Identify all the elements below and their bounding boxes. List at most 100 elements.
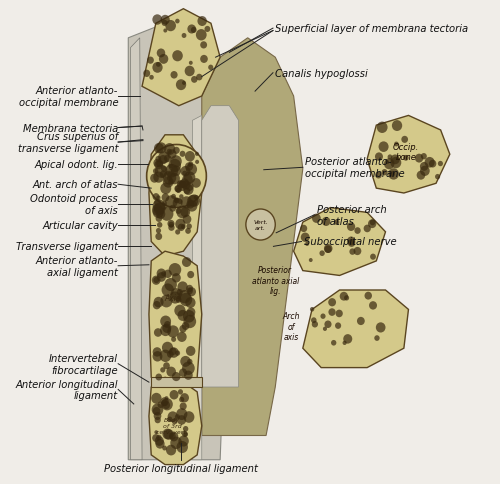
Circle shape xyxy=(334,220,340,226)
Circle shape xyxy=(154,437,164,446)
Circle shape xyxy=(154,277,159,284)
Circle shape xyxy=(168,225,174,231)
Circle shape xyxy=(175,186,182,193)
Circle shape xyxy=(331,340,336,346)
Text: Body
of 3rd
cerv. vert.: Body of 3rd cerv. vert. xyxy=(156,418,188,434)
Text: Axis: Axis xyxy=(164,293,180,302)
Circle shape xyxy=(310,307,314,312)
Circle shape xyxy=(390,155,400,165)
Circle shape xyxy=(350,249,356,256)
Circle shape xyxy=(152,434,160,442)
Circle shape xyxy=(156,374,162,381)
Circle shape xyxy=(156,439,164,449)
Circle shape xyxy=(364,225,371,233)
Circle shape xyxy=(163,363,170,369)
Circle shape xyxy=(186,285,193,292)
Polygon shape xyxy=(149,252,202,392)
Circle shape xyxy=(370,254,376,260)
Circle shape xyxy=(164,270,172,278)
Circle shape xyxy=(170,432,178,441)
Circle shape xyxy=(152,207,164,219)
Circle shape xyxy=(164,396,168,400)
Circle shape xyxy=(180,403,186,410)
Circle shape xyxy=(186,346,196,356)
Circle shape xyxy=(160,316,171,327)
Circle shape xyxy=(160,171,167,179)
Circle shape xyxy=(178,290,191,303)
Circle shape xyxy=(160,397,169,406)
Circle shape xyxy=(328,309,336,316)
Circle shape xyxy=(158,152,170,164)
Circle shape xyxy=(152,200,165,213)
Text: Occip.
bone: Occip. bone xyxy=(393,143,419,162)
Circle shape xyxy=(170,292,181,304)
Circle shape xyxy=(184,315,196,329)
Circle shape xyxy=(156,435,162,440)
Circle shape xyxy=(182,171,187,176)
Circle shape xyxy=(186,164,197,176)
Circle shape xyxy=(156,143,166,154)
Circle shape xyxy=(171,337,176,342)
Circle shape xyxy=(186,298,196,308)
Circle shape xyxy=(328,299,336,307)
Circle shape xyxy=(168,164,173,169)
Circle shape xyxy=(388,155,392,160)
Circle shape xyxy=(150,174,159,183)
Circle shape xyxy=(162,201,167,206)
Circle shape xyxy=(309,258,312,262)
Circle shape xyxy=(156,210,166,220)
Circle shape xyxy=(186,200,194,209)
Circle shape xyxy=(164,144,175,156)
Circle shape xyxy=(182,362,194,375)
Circle shape xyxy=(176,80,186,91)
Circle shape xyxy=(152,404,164,416)
Circle shape xyxy=(180,293,192,306)
Circle shape xyxy=(208,65,214,71)
Circle shape xyxy=(168,263,181,277)
Circle shape xyxy=(416,171,425,181)
Circle shape xyxy=(168,222,174,228)
Circle shape xyxy=(176,297,182,303)
Circle shape xyxy=(180,179,189,188)
Circle shape xyxy=(403,155,408,161)
Circle shape xyxy=(180,393,189,403)
Circle shape xyxy=(172,372,180,381)
Circle shape xyxy=(164,429,174,440)
Circle shape xyxy=(185,228,191,234)
Polygon shape xyxy=(367,116,450,194)
Circle shape xyxy=(160,203,167,211)
Circle shape xyxy=(324,321,332,328)
Circle shape xyxy=(415,154,424,163)
Circle shape xyxy=(162,324,172,333)
Circle shape xyxy=(186,183,194,192)
Circle shape xyxy=(187,272,194,279)
Polygon shape xyxy=(303,290,408,368)
Circle shape xyxy=(162,401,170,409)
Circle shape xyxy=(183,310,195,323)
Circle shape xyxy=(402,136,408,144)
Circle shape xyxy=(162,284,174,297)
Circle shape xyxy=(168,411,178,422)
Circle shape xyxy=(354,228,360,234)
Circle shape xyxy=(180,151,186,157)
Circle shape xyxy=(420,163,428,171)
Circle shape xyxy=(175,230,180,235)
Circle shape xyxy=(177,332,186,342)
Circle shape xyxy=(335,323,341,329)
Circle shape xyxy=(342,341,346,345)
Circle shape xyxy=(312,321,318,328)
Text: Posterior arch
of atlas: Posterior arch of atlas xyxy=(316,205,386,226)
Circle shape xyxy=(162,429,172,439)
Circle shape xyxy=(152,205,163,216)
Circle shape xyxy=(156,233,162,241)
Circle shape xyxy=(172,273,181,283)
Circle shape xyxy=(156,161,163,168)
Circle shape xyxy=(175,219,186,230)
Circle shape xyxy=(150,76,154,80)
Circle shape xyxy=(169,433,176,440)
Circle shape xyxy=(188,25,196,34)
Circle shape xyxy=(196,30,206,41)
Circle shape xyxy=(370,220,376,226)
Circle shape xyxy=(171,166,181,177)
Circle shape xyxy=(175,414,180,420)
